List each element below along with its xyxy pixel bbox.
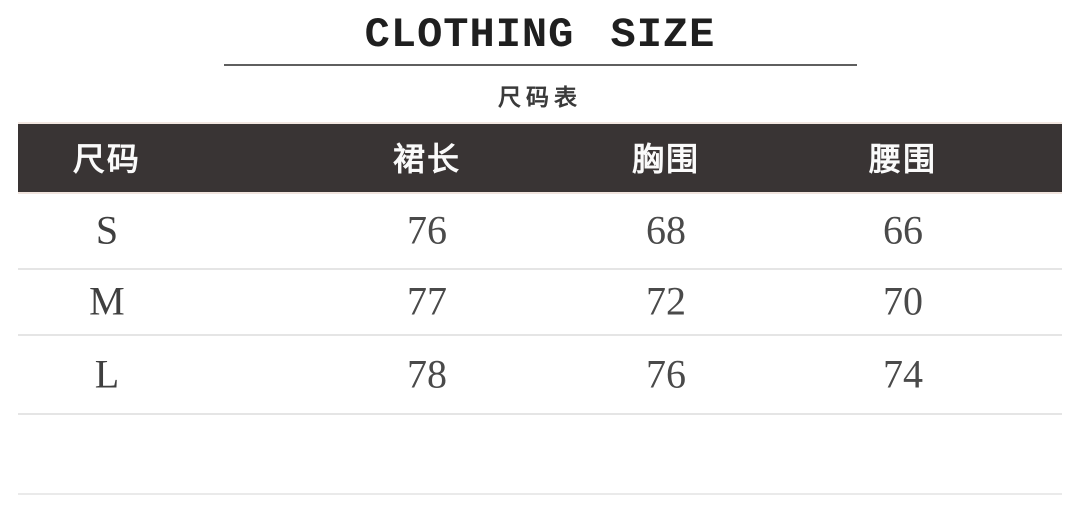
- row-label: S: [95, 207, 119, 253]
- cell-skirt-length: 77: [407, 278, 448, 324]
- table-row-empty: [18, 415, 1062, 495]
- cell-waist: 70: [882, 278, 923, 324]
- table-row-l: L 78 76 74: [18, 336, 1062, 415]
- cell-bust: 76: [646, 351, 686, 397]
- cell-skirt-length: 76: [407, 207, 448, 253]
- cell-skirt-length: 78: [407, 351, 448, 397]
- header-cell-bust: 胸围: [631, 141, 701, 178]
- header-cell-waist: 腰围: [868, 141, 937, 178]
- table-row-s: S 76 68 66: [18, 194, 1062, 270]
- size-table: 尺码 裙长 胸围 腰围 S 76 68 66 M 77 72 70 L 78 7…: [18, 122, 1062, 495]
- page-title: CLOTHING SIZE: [364, 11, 716, 59]
- cell-waist: 74: [882, 351, 923, 397]
- cell-waist: 66: [882, 207, 923, 253]
- table-header-row: 尺码 裙长 胸围 腰围: [18, 122, 1062, 194]
- cell-bust: 72: [646, 278, 686, 324]
- cell-bust: 68: [646, 207, 686, 253]
- page-subtitle: 尺码表: [498, 85, 582, 110]
- header-cell-skirt-length: 裙长: [393, 141, 462, 178]
- row-label: M: [89, 278, 125, 324]
- title-underline: [224, 64, 857, 66]
- header-cell-size: 尺码: [72, 141, 141, 178]
- table-row-m: M 77 72 70: [18, 270, 1062, 336]
- row-label: L: [94, 351, 120, 397]
